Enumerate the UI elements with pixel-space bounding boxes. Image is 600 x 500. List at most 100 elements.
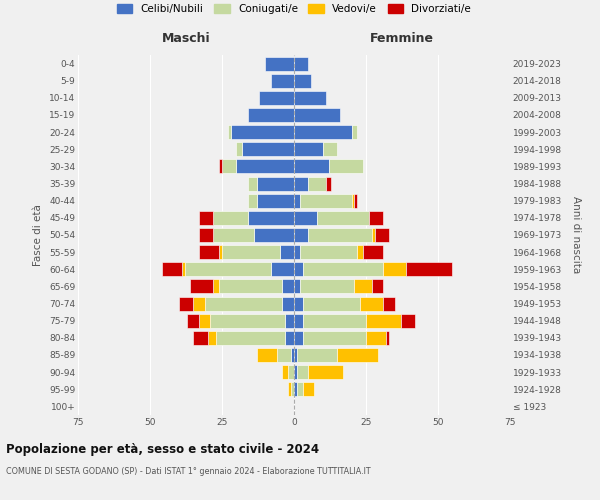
- Bar: [190, 280, 214, 293]
- Bar: [317, 211, 369, 225]
- Bar: [286, 331, 294, 345]
- Bar: [294, 245, 300, 259]
- Bar: [286, 314, 294, 328]
- Bar: [297, 365, 308, 379]
- Bar: [300, 194, 352, 207]
- Bar: [323, 142, 337, 156]
- Bar: [199, 228, 214, 242]
- Bar: [248, 108, 294, 122]
- Bar: [216, 331, 286, 345]
- Bar: [199, 211, 214, 225]
- Bar: [257, 176, 294, 190]
- Bar: [294, 108, 340, 122]
- Bar: [300, 245, 358, 259]
- Bar: [291, 348, 294, 362]
- Bar: [291, 382, 294, 396]
- Bar: [179, 296, 193, 310]
- Bar: [214, 228, 254, 242]
- Text: Maschi: Maschi: [161, 32, 211, 44]
- Bar: [302, 382, 314, 396]
- Bar: [254, 228, 294, 242]
- Bar: [288, 365, 294, 379]
- Bar: [222, 245, 280, 259]
- Bar: [161, 262, 182, 276]
- Bar: [302, 296, 360, 310]
- Bar: [193, 296, 205, 310]
- Bar: [294, 314, 302, 328]
- Bar: [294, 160, 329, 173]
- Bar: [352, 194, 355, 207]
- Bar: [294, 176, 308, 190]
- Bar: [257, 194, 294, 207]
- Bar: [294, 125, 352, 139]
- Bar: [302, 262, 383, 276]
- Bar: [294, 280, 300, 293]
- Bar: [219, 280, 283, 293]
- Bar: [205, 296, 283, 310]
- Bar: [182, 262, 185, 276]
- Bar: [236, 160, 294, 173]
- Bar: [248, 211, 294, 225]
- Bar: [369, 211, 383, 225]
- Bar: [308, 365, 343, 379]
- Bar: [366, 314, 401, 328]
- Bar: [308, 228, 372, 242]
- Bar: [329, 160, 363, 173]
- Bar: [358, 245, 363, 259]
- Bar: [228, 125, 230, 139]
- Bar: [372, 228, 374, 242]
- Bar: [297, 382, 302, 396]
- Bar: [372, 280, 383, 293]
- Bar: [283, 365, 288, 379]
- Bar: [294, 262, 302, 276]
- Bar: [294, 365, 297, 379]
- Bar: [337, 348, 377, 362]
- Bar: [406, 262, 452, 276]
- Bar: [236, 142, 242, 156]
- Bar: [187, 314, 199, 328]
- Text: Popolazione per età, sesso e stato civile - 2024: Popolazione per età, sesso e stato civil…: [6, 442, 319, 456]
- Bar: [360, 296, 383, 310]
- Bar: [294, 91, 326, 105]
- Bar: [302, 331, 366, 345]
- Bar: [355, 280, 372, 293]
- Bar: [352, 125, 358, 139]
- Bar: [308, 176, 326, 190]
- Y-axis label: Fasce di età: Fasce di età: [34, 204, 43, 266]
- Y-axis label: Anni di nascita: Anni di nascita: [571, 196, 581, 274]
- Bar: [208, 331, 216, 345]
- Bar: [386, 331, 389, 345]
- Bar: [199, 245, 219, 259]
- Bar: [297, 348, 337, 362]
- Bar: [374, 228, 389, 242]
- Bar: [294, 228, 308, 242]
- Bar: [355, 194, 358, 207]
- Bar: [283, 280, 294, 293]
- Bar: [294, 382, 297, 396]
- Bar: [265, 56, 294, 70]
- Bar: [222, 160, 236, 173]
- Bar: [401, 314, 415, 328]
- Bar: [300, 280, 355, 293]
- Bar: [211, 314, 286, 328]
- Bar: [259, 91, 294, 105]
- Text: Femmine: Femmine: [370, 32, 434, 44]
- Bar: [219, 245, 222, 259]
- Bar: [242, 142, 294, 156]
- Bar: [248, 194, 257, 207]
- Legend: Celibi/Nubili, Coniugati/e, Vedovi/e, Divorziati/e: Celibi/Nubili, Coniugati/e, Vedovi/e, Di…: [117, 4, 471, 14]
- Bar: [326, 176, 331, 190]
- Bar: [294, 56, 308, 70]
- Bar: [248, 176, 257, 190]
- Bar: [214, 280, 219, 293]
- Bar: [271, 262, 294, 276]
- Bar: [383, 296, 395, 310]
- Bar: [271, 74, 294, 88]
- Bar: [288, 382, 291, 396]
- Bar: [199, 314, 211, 328]
- Bar: [214, 211, 248, 225]
- Bar: [302, 314, 366, 328]
- Bar: [366, 331, 386, 345]
- Bar: [283, 296, 294, 310]
- Bar: [193, 331, 208, 345]
